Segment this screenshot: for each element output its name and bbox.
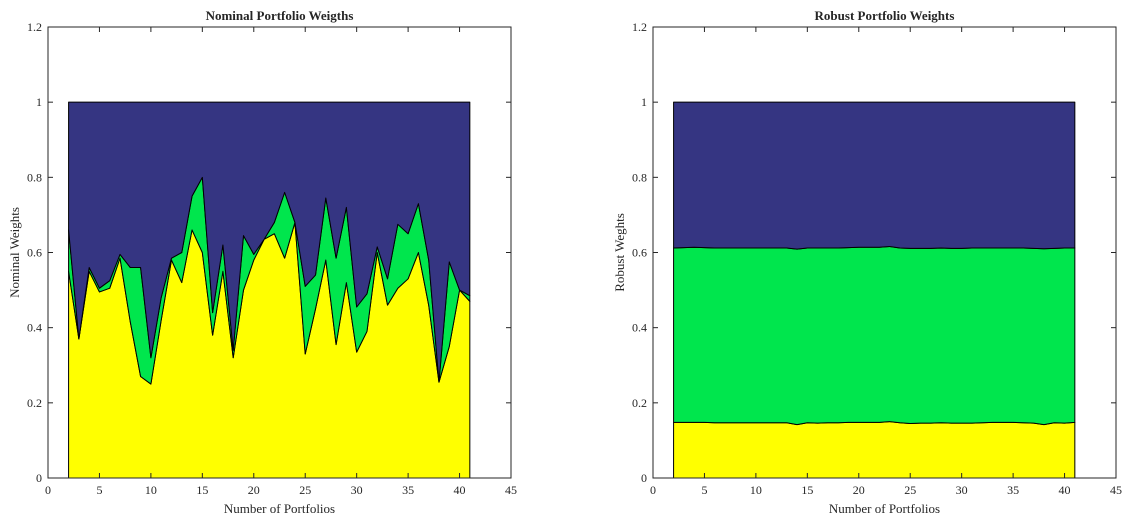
x-tick-label: 10 [750,483,762,497]
y-tick-label: 0.8 [27,170,42,184]
x-tick-label: 40 [1059,483,1071,497]
y-tick-label: 0.2 [632,396,647,410]
y-axis-label: Robust Weghts [612,213,627,292]
y-tick-label: 1 [641,95,647,109]
nominal-weights-plot: 0 5 10 15 20 25 30 35 40 45 0 0.2 0.4 0.6 0.8 1 1.2 Nomin… [7,8,517,516]
y-axis-label: Nominal Weights [7,207,22,298]
area-series-3 [673,101,1076,250]
x-tick-label: 5 [701,483,707,497]
x-tick-label: 5 [96,483,102,497]
chart-title: Nominal Portfolio Weigths [206,8,354,23]
x-tick-label: 25 [299,483,311,497]
x-tick-label: 30 [956,483,968,497]
y-tick-label: 0.2 [27,396,42,410]
x-axis-label: Number of Portfolios [224,501,335,516]
x-tick-label: 0 [45,483,51,497]
area-series-1 [673,421,1076,479]
x-tick-label: 30 [351,483,363,497]
x-tick-label: 20 [853,483,865,497]
y-tick-label: 0 [641,471,647,485]
area-series-3 [68,101,471,383]
y-tick-label: 0.4 [632,321,647,335]
y-tick-label: 0.4 [27,321,42,335]
x-tick-label: 45 [505,483,517,497]
y-tick-label: 0.6 [632,246,647,260]
y-tick-label: 1 [36,95,42,109]
y-tick-label: 0.6 [27,246,42,260]
y-tick-label: 0.8 [632,170,647,184]
robust-weights-plot: 0 5 10 15 20 25 30 35 40 45 0 0.2 0.4 0.6 0.8 1 1.2 Robus… [612,8,1122,516]
x-tick-label: 35 [1007,483,1019,497]
x-tick-label: 45 [1110,483,1122,497]
nominal-weights-chart: 0 5 10 15 20 25 30 35 40 45 0 0.2 0.4 0.6 0.8 1 1.2 Nomin… [0,0,521,524]
x-tick-label: 25 [904,483,916,497]
y-tick-label: 1.2 [27,20,42,34]
y-tick-label: 1.2 [632,20,647,34]
x-tick-label: 20 [248,483,260,497]
chart-title: Robust Portfolio Weights [815,8,955,23]
x-axis-label: Number of Portfolios [829,501,940,516]
y-tick-label: 0 [36,471,42,485]
robust-weights-chart: 0 5 10 15 20 25 30 35 40 45 0 0.2 0.4 0.6 0.8 1 1.2 Robus… [605,0,1126,524]
x-tick-label: 35 [402,483,414,497]
x-tick-label: 10 [145,483,157,497]
x-tick-label: 15 [196,483,208,497]
x-tick-label: 15 [801,483,813,497]
x-tick-label: 40 [454,483,466,497]
x-tick-label: 0 [650,483,656,497]
area-series-2 [673,245,1076,426]
